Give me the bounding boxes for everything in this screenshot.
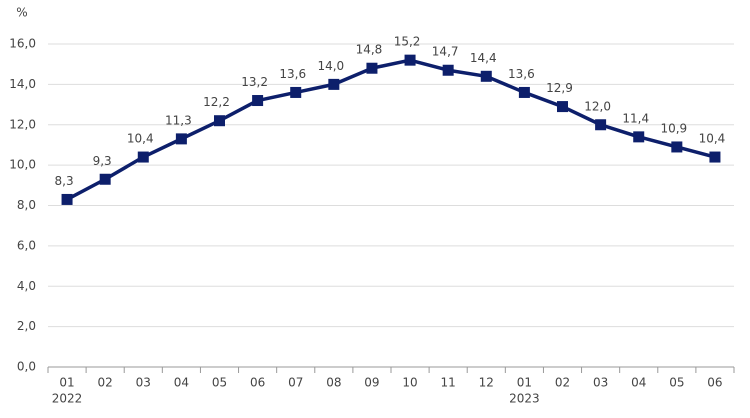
x-tick-label: 02	[98, 376, 113, 390]
x-tick-label: 07	[288, 376, 303, 390]
marker	[175, 133, 187, 145]
marker	[137, 151, 149, 163]
marker	[442, 64, 454, 76]
value-label: 13,6	[279, 67, 306, 81]
x-tick-label: 12	[479, 376, 494, 390]
value-label: 11,3	[165, 113, 192, 127]
value-label: 10,9	[660, 121, 687, 135]
y-tick-label: 4,0	[17, 279, 36, 293]
x-tick-label: 05	[669, 376, 684, 390]
value-label: 11,4	[622, 111, 649, 125]
marker	[366, 62, 378, 74]
marker	[328, 78, 340, 90]
y-tick-label: 10,0	[9, 158, 36, 172]
marker	[252, 95, 264, 107]
value-label: 14,0	[317, 59, 344, 73]
value-label: 14,7	[432, 45, 459, 59]
x-tick-label: 11	[441, 376, 456, 390]
marker	[709, 151, 721, 163]
x-tick-label: 01	[517, 376, 532, 390]
value-label: 8,3	[55, 174, 74, 188]
y-tick-label: 8,0	[17, 198, 36, 212]
y-tick-label: 14,0	[9, 77, 36, 91]
x-tick-label: 03	[593, 376, 608, 390]
y-tick-label: 6,0	[17, 238, 36, 252]
value-label: 10,4	[699, 132, 726, 146]
value-label: 13,2	[241, 75, 268, 89]
x-tick-label: 02	[555, 376, 570, 390]
marker	[557, 101, 568, 113]
marker	[99, 173, 111, 185]
y-tick-label: 16,0	[9, 37, 36, 51]
value-label: 10,4	[127, 132, 154, 146]
y-unit: %	[16, 6, 27, 20]
marker	[61, 193, 73, 205]
marker	[290, 86, 302, 98]
value-label: 15,2	[394, 35, 421, 49]
marker	[633, 131, 645, 143]
x-tick-label: 09	[364, 376, 379, 390]
value-label: 9,3	[93, 154, 112, 168]
line	[66, 58, 716, 201]
y-tick-label: 12,0	[9, 117, 36, 131]
year-label: 2022	[52, 392, 83, 406]
value-label: 12,9	[546, 81, 573, 95]
x-tick-label: 08	[326, 376, 341, 390]
year-label: 2023	[509, 392, 540, 406]
value-label: 12,0	[584, 99, 611, 113]
x-tick-label: 06	[707, 376, 722, 390]
x-tick-label: 06	[250, 376, 265, 390]
x-tick-label: 05	[212, 376, 227, 390]
x-tick-label: 03	[136, 376, 151, 390]
y-tick-label: 0,0	[17, 360, 36, 374]
marker	[480, 70, 492, 82]
marker	[671, 141, 683, 153]
marker	[404, 54, 416, 66]
marker	[595, 119, 607, 131]
y-tick-label: 2,0	[17, 319, 36, 333]
value-label: 14,8	[356, 43, 383, 57]
value-label: 12,2	[203, 95, 230, 109]
x-tick-label: 01	[59, 376, 74, 390]
x-tick-label: 10	[402, 376, 417, 390]
x-tick-label: 04	[631, 376, 646, 390]
value-label: 14,4	[470, 51, 497, 65]
marker	[214, 115, 225, 127]
value-label: 13,6	[508, 67, 535, 81]
x-tick-label: 04	[174, 376, 189, 390]
marker	[518, 86, 530, 98]
